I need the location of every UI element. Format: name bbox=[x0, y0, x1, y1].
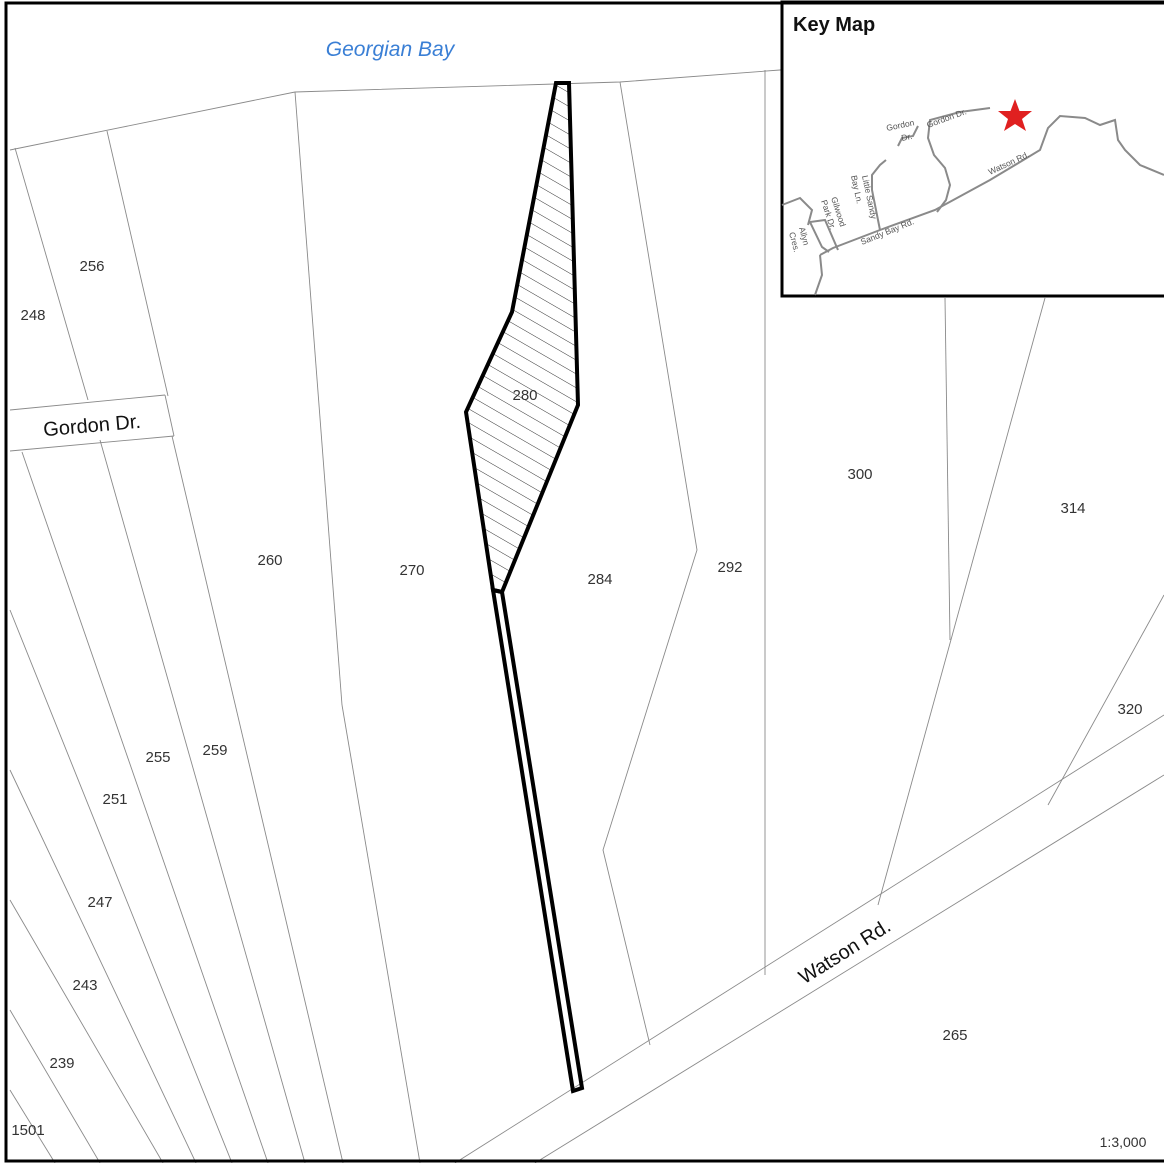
water-label: Georgian Bay bbox=[326, 38, 456, 61]
lot-260: 260 bbox=[257, 552, 282, 569]
lot-251: 251 bbox=[102, 791, 127, 808]
lot-248: 248 bbox=[20, 307, 45, 324]
subject-location-star-icon bbox=[998, 99, 1032, 131]
lot-314: 314 bbox=[1060, 500, 1085, 517]
km-allyn-1: Allyn bbox=[797, 226, 811, 247]
key-map: Key Map Gordon Dr. Gordon Dr. Watson Rd.… bbox=[780, 0, 1164, 298]
lot-239: 239 bbox=[49, 1055, 74, 1072]
lot-300: 300 bbox=[847, 466, 872, 483]
gordon-dr-road bbox=[9, 394, 175, 452]
km-gordon-2: Dr. bbox=[900, 131, 913, 143]
subject-property-280[interactable] bbox=[463, 81, 585, 1094]
watson-rd-label: Watson Rd. bbox=[795, 915, 895, 989]
lot-255: 255 bbox=[145, 749, 170, 766]
lot-280: 280 bbox=[512, 387, 537, 404]
lot-265: 265 bbox=[942, 1027, 967, 1044]
watson-rd-road bbox=[454, 714, 1164, 1163]
lot-320: 320 bbox=[1117, 701, 1142, 718]
lot-284: 284 bbox=[587, 571, 612, 588]
lot-259: 259 bbox=[202, 742, 227, 759]
lot-270: 270 bbox=[399, 562, 424, 579]
lot-247: 247 bbox=[87, 894, 112, 911]
map-frame bbox=[4, 1, 1164, 1163]
lot-lines bbox=[9, 70, 1164, 1163]
lot-243: 243 bbox=[72, 977, 97, 994]
lot-292: 292 bbox=[717, 559, 742, 576]
scale-label: 1:3,000 bbox=[1100, 1134, 1147, 1150]
lot-1501: 1501 bbox=[11, 1122, 44, 1139]
lot-256: 256 bbox=[79, 258, 104, 275]
lot-labels: 248 256 260 270 280 284 292 300 314 320 … bbox=[11, 258, 1142, 1139]
gordon-dr-label: Gordon Dr. bbox=[42, 411, 141, 441]
key-map-title: Key Map bbox=[793, 14, 875, 36]
